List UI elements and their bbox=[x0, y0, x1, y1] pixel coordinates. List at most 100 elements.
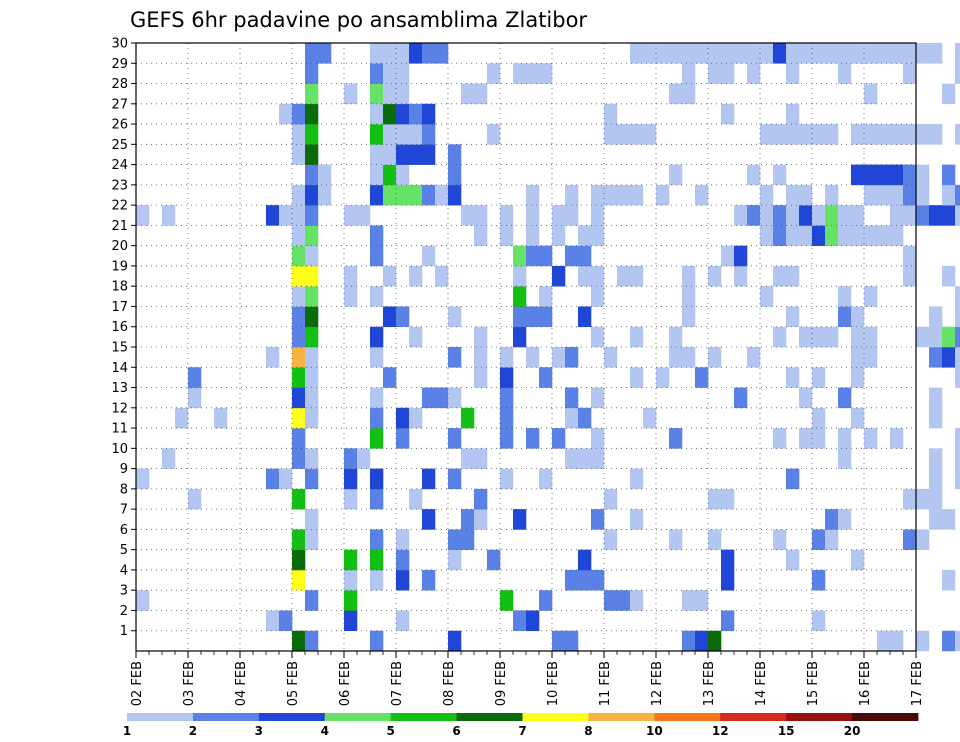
heatmap-cell bbox=[305, 225, 319, 246]
heatmap-cell bbox=[630, 326, 644, 348]
heatmap-cell bbox=[292, 407, 306, 429]
heatmap-cell bbox=[669, 43, 683, 64]
heatmap-cell bbox=[357, 205, 371, 226]
heatmap-cell bbox=[383, 184, 397, 206]
heatmap-cell bbox=[682, 286, 696, 307]
heatmap-cell bbox=[409, 488, 423, 510]
colorbar-swatch bbox=[192, 713, 260, 721]
heatmap-cell bbox=[734, 205, 748, 226]
heatmap-cell bbox=[929, 347, 943, 368]
heatmap-cell bbox=[877, 124, 891, 145]
y-tick-label: 9 bbox=[120, 462, 128, 477]
heatmap-cell bbox=[773, 326, 787, 348]
heatmap-cell bbox=[838, 43, 852, 64]
heatmap-cell bbox=[526, 610, 540, 632]
heatmap-cell bbox=[864, 83, 878, 105]
heatmap-cell bbox=[955, 367, 960, 388]
heatmap-cell bbox=[955, 347, 960, 368]
heatmap-cell bbox=[955, 326, 960, 348]
heatmap-cell bbox=[370, 407, 384, 429]
heatmap-cell bbox=[851, 43, 865, 64]
heatmap-cell bbox=[292, 448, 306, 469]
heatmap-cell bbox=[825, 326, 839, 348]
heatmap-cell bbox=[630, 468, 644, 490]
heatmap-cell bbox=[799, 205, 813, 226]
heatmap-cell bbox=[916, 326, 930, 348]
heatmap-cell bbox=[838, 448, 852, 469]
heatmap-cell bbox=[630, 184, 644, 206]
heatmap-cell bbox=[500, 205, 514, 226]
heatmap-cell bbox=[669, 428, 683, 449]
heatmap-cell bbox=[825, 225, 839, 246]
heatmap-cell bbox=[370, 326, 384, 348]
heatmap-cell bbox=[669, 347, 683, 368]
heatmap-cell bbox=[656, 43, 670, 64]
heatmap-cell bbox=[864, 43, 878, 64]
heatmap-cell bbox=[292, 569, 306, 591]
heatmap-cell bbox=[903, 529, 917, 550]
heatmap-cell bbox=[370, 225, 384, 246]
heatmap-cell bbox=[487, 63, 501, 84]
heatmap-cell bbox=[292, 205, 306, 226]
heatmap-cell bbox=[929, 407, 943, 429]
heatmap-cell bbox=[487, 549, 501, 571]
heatmap-cell bbox=[409, 144, 423, 165]
heatmap-cell bbox=[942, 630, 956, 652]
heatmap-cell bbox=[877, 164, 891, 186]
heatmap-cell bbox=[799, 124, 813, 145]
heatmap-cell bbox=[370, 124, 384, 145]
heatmap-cell bbox=[682, 630, 696, 652]
heatmap-cell bbox=[604, 124, 618, 145]
heatmap-cell bbox=[760, 43, 774, 64]
heatmap-cell bbox=[838, 286, 852, 307]
heatmap-cell bbox=[162, 205, 176, 226]
heatmap-cell bbox=[422, 124, 436, 145]
heatmap-cell bbox=[812, 326, 826, 348]
heatmap-cell bbox=[838, 63, 852, 84]
heatmap-cell bbox=[890, 205, 904, 226]
heatmap-cell bbox=[370, 184, 384, 206]
heatmap-cell bbox=[175, 407, 189, 429]
heatmap-cell bbox=[292, 286, 306, 307]
heatmap-cell bbox=[370, 286, 384, 307]
heatmap-cell bbox=[864, 347, 878, 368]
heatmap-cell bbox=[851, 367, 865, 388]
y-tick-label: 2 bbox=[120, 604, 128, 619]
heatmap-cell bbox=[721, 63, 735, 84]
heatmap-cell bbox=[669, 83, 683, 105]
y-tick-label: 11 bbox=[111, 422, 128, 437]
heatmap-cell bbox=[383, 124, 397, 145]
heatmap-cell bbox=[396, 124, 410, 145]
y-tick-label: 8 bbox=[120, 482, 128, 497]
heatmap-cell bbox=[526, 347, 540, 368]
heatmap-cell bbox=[578, 225, 592, 246]
heatmap-cell bbox=[513, 326, 527, 348]
heatmap-cell bbox=[500, 407, 514, 429]
heatmap-cell bbox=[916, 529, 930, 550]
y-tick-label: 16 bbox=[111, 320, 128, 335]
heatmap-cell bbox=[591, 569, 605, 591]
y-tick-label: 23 bbox=[111, 178, 128, 193]
heatmap-cell bbox=[877, 184, 891, 206]
heatmap-cell bbox=[747, 63, 761, 84]
heatmap-cell bbox=[474, 347, 488, 368]
y-tick-label: 28 bbox=[111, 77, 128, 92]
heatmap-cell bbox=[409, 265, 423, 287]
heatmap-cell bbox=[812, 529, 826, 550]
heatmap-cell bbox=[604, 103, 618, 125]
heatmap-cell bbox=[422, 184, 436, 206]
heatmap-cell bbox=[578, 549, 592, 571]
heatmap-cell bbox=[565, 245, 579, 267]
heatmap-cell bbox=[305, 184, 319, 206]
y-tick-label: 3 bbox=[120, 584, 128, 599]
heatmap-cell bbox=[786, 306, 800, 328]
heatmap-cell bbox=[565, 387, 579, 409]
heatmap-cell bbox=[435, 265, 449, 287]
colorbar-swatch bbox=[456, 713, 523, 721]
heatmap-cell bbox=[487, 124, 501, 145]
heatmap-cell bbox=[851, 549, 865, 571]
heatmap-cell bbox=[461, 509, 475, 530]
heatmap-cell bbox=[760, 124, 774, 145]
heatmap-cell bbox=[682, 83, 696, 105]
heatmap-cell bbox=[890, 164, 904, 186]
